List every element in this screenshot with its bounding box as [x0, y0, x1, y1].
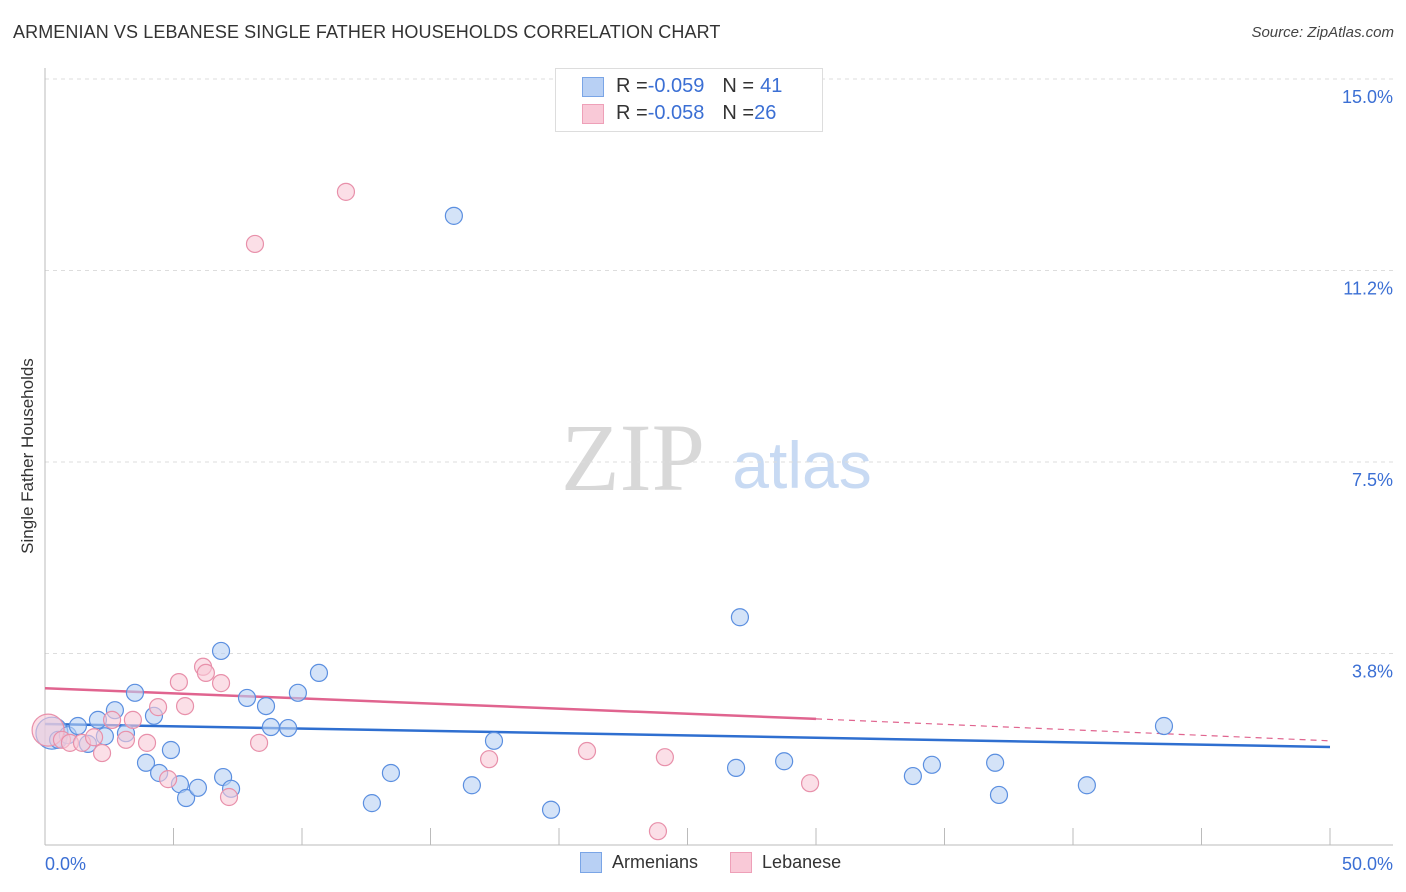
lebanese-point — [148, 698, 168, 717]
lebanese-trend-extension — [815, 718, 1331, 742]
legend-row-armenians: R = -0.059 N = 41 — [582, 75, 782, 98]
series-legend: Armenians Lebanese — [580, 852, 841, 873]
correlation-legend: R = -0.059 N = 41 R = -0.058 N = 26 — [555, 68, 823, 132]
lebanese-point — [116, 730, 136, 749]
lebanese-point — [175, 696, 195, 716]
armenians-point — [256, 696, 276, 716]
lebanese-point — [123, 710, 142, 729]
lebanese-point — [577, 741, 597, 761]
x-tick-label-max: 50.0% — [1342, 854, 1393, 874]
legend-armenians: Armenians — [612, 852, 699, 872]
legend-lebanese: Lebanese — [762, 852, 842, 872]
armenians-point — [381, 763, 401, 783]
lebanese-swatch — [582, 103, 604, 124]
armenians-point — [362, 794, 382, 813]
r-value: -0.058 — [647, 102, 705, 124]
lebanese-point — [211, 674, 231, 693]
watermark-atlas: atlas — [732, 428, 871, 502]
armenians-point — [188, 778, 208, 797]
lebanese-point — [800, 774, 820, 793]
armenians-point — [922, 755, 942, 774]
armenians-point — [1077, 776, 1096, 795]
lebanese-point — [102, 710, 122, 729]
y-tick-label: 7.5% — [1352, 470, 1393, 490]
source-label: Source: ZipAtlas.com — [1251, 24, 1394, 41]
chart-title: ARMENIAN VS LEBANESE SINGLE FATHER HOUSE… — [13, 22, 721, 42]
r-label: R = — [616, 75, 648, 97]
lebanese-point — [655, 748, 674, 767]
y-tick-label: 15.0% — [1342, 87, 1393, 107]
legend-row-lebanese: R = -0.058 N = 26 — [582, 102, 776, 125]
armenians-legend-swatch — [580, 852, 602, 873]
armenians-point — [989, 785, 1009, 805]
x-tick-label-min: 0.0% — [45, 854, 86, 874]
armenians-swatch — [582, 76, 604, 97]
y-tick-label: 11.2% — [1343, 279, 1393, 299]
r-label: R = — [616, 102, 648, 124]
lebanese-point — [245, 234, 265, 254]
armenians-trend-line — [44, 722, 1331, 749]
armenians-point — [309, 663, 329, 683]
armenians-point — [903, 766, 922, 786]
lebanese-point — [249, 733, 269, 752]
lebanese-point — [84, 728, 104, 747]
armenians-point — [1154, 716, 1174, 736]
lebanese-point — [196, 663, 215, 683]
n-value: 26 — [754, 102, 777, 124]
lebanese-point — [137, 733, 157, 752]
r-value: -0.059 — [647, 75, 705, 97]
armenians-point — [484, 731, 504, 750]
armenians-point — [237, 688, 257, 708]
armenians-point — [726, 758, 746, 777]
armenians-point — [541, 800, 561, 819]
lebanese-point — [336, 182, 356, 201]
armenians-point — [279, 718, 298, 738]
lebanese-point — [219, 787, 239, 807]
lebanese-point — [92, 743, 112, 763]
armenians-point — [211, 641, 231, 661]
armenians-point — [161, 740, 181, 760]
lebanese-point — [159, 770, 178, 789]
armenians-point — [288, 683, 307, 702]
n-label: N = — [722, 102, 755, 124]
armenians-point — [730, 608, 750, 627]
armenians-point — [136, 753, 156, 772]
lebanese-trend-line — [44, 686, 817, 721]
n-label: N = — [722, 75, 755, 97]
lebanese-point — [169, 672, 188, 692]
armenians-point — [68, 716, 87, 736]
armenians-point — [125, 683, 145, 702]
lebanese-point — [479, 750, 499, 769]
y-tick-label: 3.8% — [1352, 662, 1393, 682]
lebanese-legend-swatch — [730, 852, 753, 873]
armenians-point — [261, 717, 281, 737]
armenians-point — [775, 752, 794, 771]
armenians-point — [176, 788, 196, 808]
armenians-point — [986, 753, 1005, 772]
lebanese-point — [648, 822, 668, 841]
armenians-point — [444, 206, 463, 225]
watermark-zip: ZIP — [561, 404, 705, 511]
n-value: 41 — [760, 75, 783, 97]
armenians-point — [462, 776, 481, 795]
